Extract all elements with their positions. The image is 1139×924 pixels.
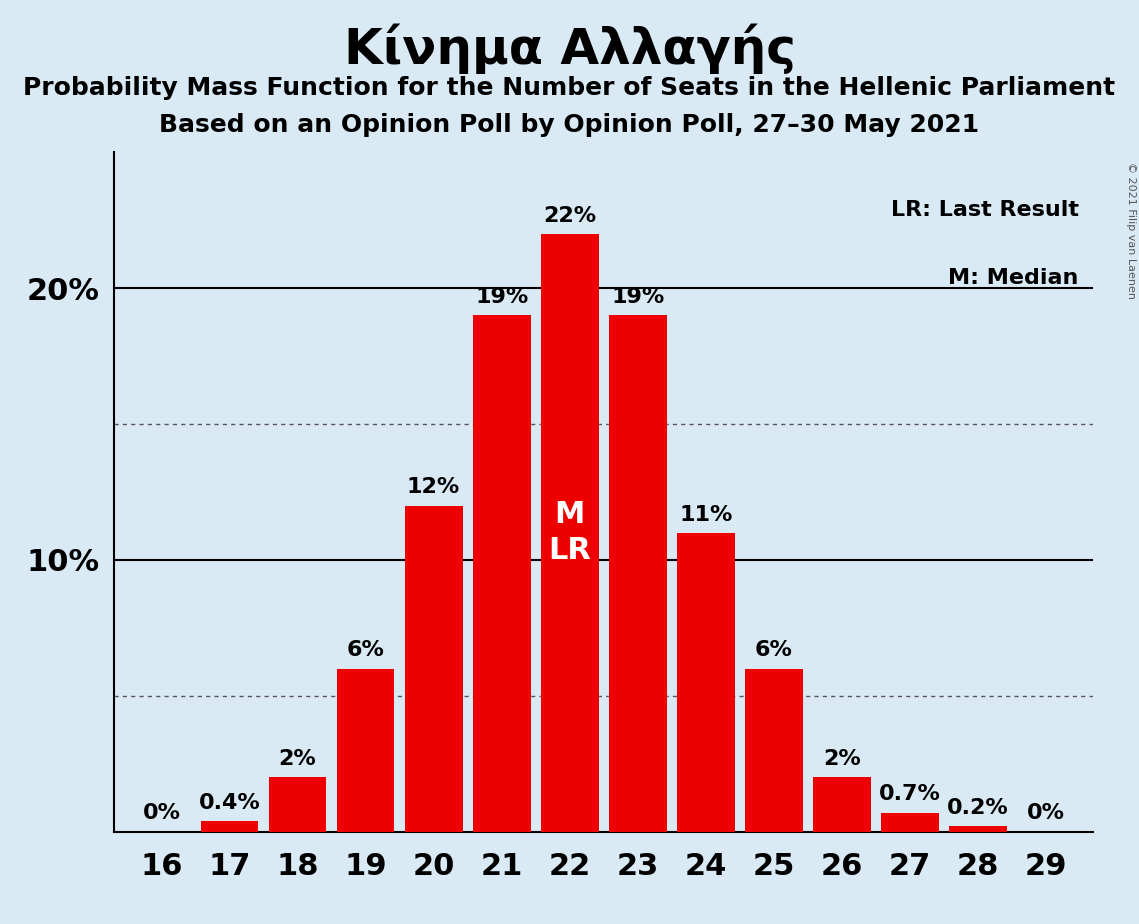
Text: 2%: 2% [279, 749, 317, 769]
Text: © 2021 Filip van Laenen: © 2021 Filip van Laenen [1126, 163, 1136, 299]
Text: Based on an Opinion Poll by Opinion Poll, 27–30 May 2021: Based on an Opinion Poll by Opinion Poll… [159, 113, 980, 137]
Bar [337, 669, 394, 832]
Text: 6%: 6% [346, 640, 385, 661]
Text: 0%: 0% [1027, 804, 1065, 823]
Text: Κίνημα Αλλαγής: Κίνημα Αλλαγής [344, 23, 795, 74]
Bar [473, 315, 531, 832]
Bar [745, 669, 803, 832]
Text: 11%: 11% [679, 505, 732, 525]
Text: 2%: 2% [822, 749, 861, 769]
Bar [200, 821, 259, 832]
Bar [608, 315, 666, 832]
Text: 19%: 19% [475, 287, 528, 308]
Text: Probability Mass Function for the Number of Seats in the Hellenic Parliament: Probability Mass Function for the Number… [24, 76, 1115, 100]
Bar [541, 234, 599, 832]
Text: 0.4%: 0.4% [198, 793, 261, 812]
Text: M: Median: M: Median [949, 268, 1079, 288]
Text: 22%: 22% [543, 206, 596, 225]
Bar [404, 505, 462, 832]
Text: M
LR: M LR [548, 500, 591, 565]
Text: 12%: 12% [407, 478, 460, 497]
Bar [677, 533, 735, 832]
Text: 19%: 19% [611, 287, 664, 308]
Text: 0%: 0% [142, 804, 180, 823]
Text: 6%: 6% [755, 640, 793, 661]
Bar [880, 812, 939, 832]
Text: 0.7%: 0.7% [879, 784, 941, 805]
Bar [949, 826, 1007, 832]
Text: LR: Last Result: LR: Last Result [891, 200, 1079, 220]
Bar [813, 777, 870, 832]
Text: 0.2%: 0.2% [947, 798, 1009, 818]
Bar [269, 777, 327, 832]
